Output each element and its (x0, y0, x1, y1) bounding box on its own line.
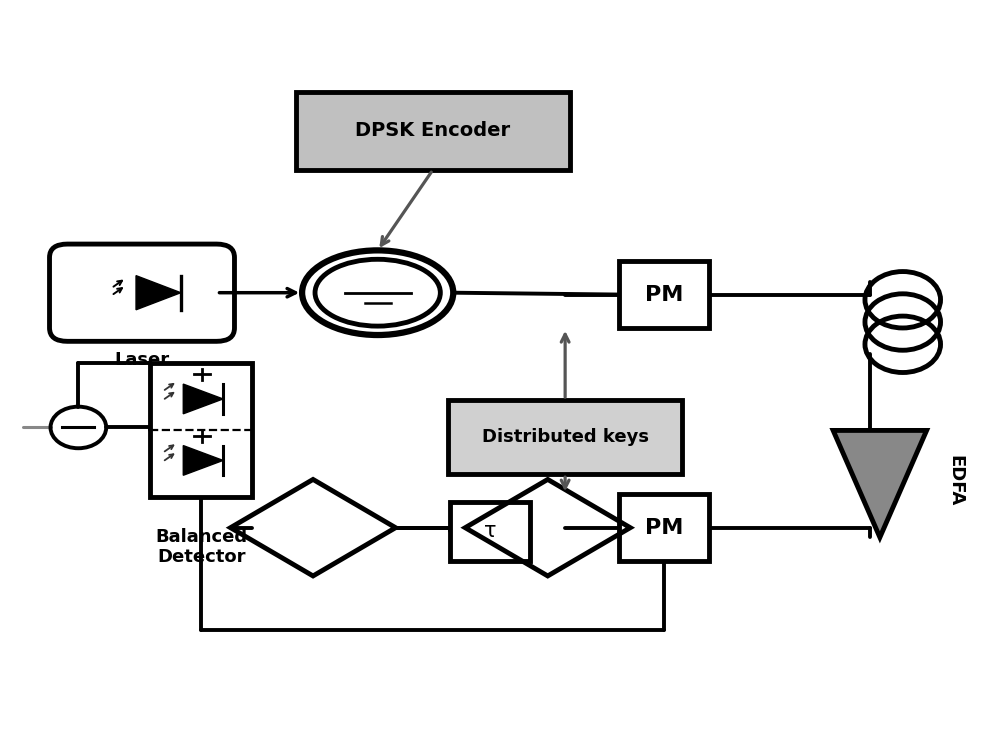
Text: PM: PM (645, 518, 683, 538)
Ellipse shape (302, 251, 453, 335)
FancyBboxPatch shape (296, 92, 570, 170)
FancyBboxPatch shape (150, 363, 252, 497)
Text: τ: τ (484, 521, 496, 542)
Text: EDFA: EDFA (946, 455, 964, 506)
Polygon shape (183, 384, 223, 414)
Text: PM: PM (645, 284, 683, 304)
Text: DPSK Encoder: DPSK Encoder (355, 121, 510, 141)
FancyBboxPatch shape (50, 244, 234, 341)
FancyBboxPatch shape (450, 502, 530, 561)
Polygon shape (136, 275, 181, 310)
FancyBboxPatch shape (448, 400, 682, 474)
FancyBboxPatch shape (619, 494, 709, 561)
Polygon shape (833, 430, 927, 537)
Text: Laser: Laser (114, 351, 170, 369)
FancyBboxPatch shape (619, 261, 709, 328)
Ellipse shape (315, 260, 440, 326)
Text: Balanced
Detector: Balanced Detector (155, 527, 247, 566)
Text: Distributed keys: Distributed keys (482, 428, 649, 446)
Polygon shape (183, 446, 223, 475)
